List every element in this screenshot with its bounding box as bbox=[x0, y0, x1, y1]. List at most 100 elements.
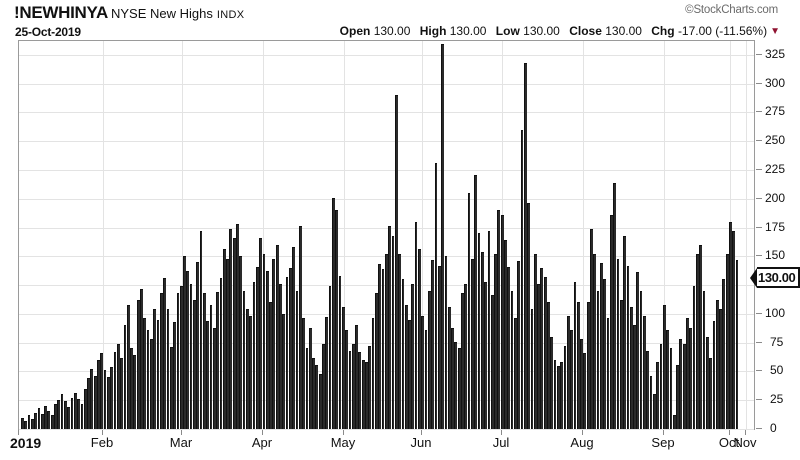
x-axis-tick bbox=[582, 430, 583, 435]
y-axis-tick bbox=[756, 83, 762, 84]
chart-bar bbox=[523, 62, 527, 429]
gridline-vertical bbox=[344, 41, 345, 429]
chart-bar bbox=[60, 394, 64, 429]
chart-bar bbox=[100, 353, 104, 429]
high-value: 130.00 bbox=[449, 24, 487, 38]
chart-bar bbox=[494, 254, 497, 429]
chart-bar bbox=[123, 325, 127, 429]
chart-bar bbox=[626, 265, 630, 429]
y-axis-label: 250 bbox=[765, 133, 786, 147]
chart-bar bbox=[553, 359, 557, 429]
chart-bar bbox=[586, 302, 590, 429]
x-axis-label: Jun bbox=[410, 435, 432, 450]
chart-bar bbox=[120, 357, 123, 429]
chart-bar bbox=[328, 286, 332, 429]
y-axis-label: 75 bbox=[770, 335, 784, 349]
chart-bar bbox=[431, 259, 435, 429]
x-axis-label: Aug bbox=[570, 435, 594, 450]
chart-bar bbox=[341, 306, 345, 429]
x-axis-tick bbox=[663, 430, 664, 435]
chg-value: -17.00 (-11.56%) bbox=[677, 24, 768, 38]
low-value: 130.00 bbox=[523, 24, 560, 38]
chart-bar bbox=[24, 420, 28, 429]
chart-bar bbox=[477, 233, 481, 429]
chart-bar bbox=[371, 318, 375, 429]
close-label: Close bbox=[569, 24, 602, 38]
chart-bar bbox=[193, 300, 196, 429]
chart-bar bbox=[259, 237, 262, 429]
chart-bar bbox=[282, 313, 286, 429]
chart-bar bbox=[166, 309, 170, 429]
chart-bar bbox=[497, 210, 501, 429]
chart-bar bbox=[715, 300, 719, 429]
y-axis-label: 150 bbox=[765, 248, 786, 262]
close-value: 130.00 bbox=[605, 24, 642, 38]
chart-bar bbox=[249, 316, 253, 429]
chart-bar bbox=[434, 163, 438, 429]
chart-bar bbox=[719, 309, 722, 429]
chart-bar bbox=[275, 244, 279, 429]
chart-bar bbox=[490, 295, 494, 429]
chart-bar bbox=[705, 336, 709, 429]
price-flag-arrow-icon bbox=[750, 267, 757, 288]
chart-bar bbox=[557, 365, 560, 429]
chart-bar bbox=[73, 393, 77, 429]
chart-bar bbox=[183, 256, 186, 429]
chart-bar bbox=[143, 318, 147, 429]
x-axis-label: Jul bbox=[492, 435, 510, 450]
chart-bar bbox=[255, 266, 259, 429]
chart-bar bbox=[87, 378, 90, 429]
chart-bar bbox=[355, 325, 358, 429]
symbol-ticker: !NEWHINYA bbox=[14, 3, 108, 22]
chart-bar bbox=[437, 265, 441, 429]
chart-bar bbox=[669, 348, 673, 429]
chart-bar bbox=[226, 258, 229, 429]
chart-bar bbox=[679, 339, 683, 429]
chart-bar bbox=[596, 290, 600, 429]
chart-bar bbox=[487, 230, 491, 429]
chart-bar bbox=[699, 244, 703, 429]
gridline-vertical bbox=[664, 41, 665, 429]
x-axis-label: Apr bbox=[251, 435, 273, 450]
chart-bar bbox=[682, 343, 686, 429]
y-axis-tick bbox=[756, 169, 762, 170]
chart-bar bbox=[517, 260, 521, 429]
y-axis-tick bbox=[756, 342, 762, 343]
chart-bar bbox=[722, 279, 726, 429]
chart-bar bbox=[312, 357, 315, 429]
chart-bar bbox=[388, 226, 392, 429]
y-axis-label: 200 bbox=[765, 191, 786, 205]
chart-bar bbox=[315, 364, 319, 429]
chart-bar bbox=[725, 254, 729, 429]
chart-bar bbox=[295, 290, 299, 429]
y-axis-label: 275 bbox=[765, 104, 786, 118]
gridline-vertical bbox=[746, 41, 747, 429]
chart-bar bbox=[110, 366, 114, 429]
chart-bar bbox=[196, 262, 200, 429]
price-flag-value: 130.00 bbox=[757, 267, 800, 288]
chart-bar bbox=[186, 271, 190, 429]
y-axis: 0 25 50 75 100 150 175 200 225 250 275 300 325 bbox=[756, 40, 800, 435]
chart-bar bbox=[133, 355, 137, 429]
y-axis-tick bbox=[756, 370, 762, 371]
x-axis: 2019 Feb Mar Apr May Jun Jul Aug Sep Oct Nov bbox=[10, 430, 757, 460]
y-axis-label: 50 bbox=[770, 363, 784, 377]
chart-bar bbox=[93, 376, 97, 429]
chart-bar bbox=[563, 346, 567, 429]
chart-bar bbox=[510, 290, 514, 429]
chart-bar bbox=[153, 309, 157, 429]
chart-bar bbox=[375, 293, 378, 429]
chart-bar bbox=[702, 290, 706, 429]
chart-bar bbox=[163, 278, 167, 429]
y-axis-label: 325 bbox=[765, 47, 786, 61]
chart-bar bbox=[173, 321, 176, 429]
y-axis-label: 225 bbox=[765, 162, 786, 176]
chart-bar bbox=[537, 283, 540, 429]
chart-bar bbox=[421, 316, 425, 429]
chart-bar bbox=[530, 309, 534, 429]
chart-bar bbox=[613, 182, 617, 429]
gridline-vertical bbox=[263, 41, 264, 429]
chart-bar bbox=[520, 129, 524, 429]
chart-bar bbox=[97, 359, 100, 429]
chart-bar bbox=[351, 343, 355, 429]
